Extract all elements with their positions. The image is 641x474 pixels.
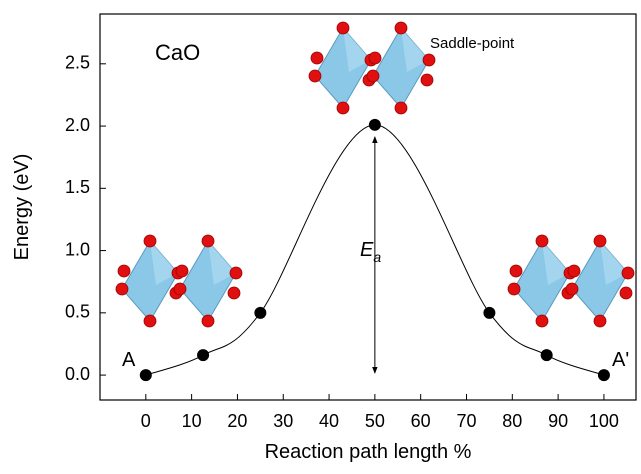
oxygen-atom [536, 235, 548, 247]
data-point [197, 349, 209, 361]
y-tick-label: 1.0 [65, 239, 90, 259]
oxygen-atom [144, 315, 156, 327]
data-point [541, 349, 553, 361]
oxygen-atom [594, 315, 606, 327]
y-tick-label: 2.5 [65, 53, 90, 73]
material-label: CaO [155, 40, 200, 65]
y-tick-label: 1.5 [65, 177, 90, 197]
oxygen-atom [536, 315, 548, 327]
oxygen-atom [337, 22, 349, 34]
oxygen-atom [174, 283, 186, 295]
octahedron [373, 28, 429, 108]
y-axis-label: Energy (eV) [11, 154, 33, 261]
oxygen-atom [395, 102, 407, 114]
x-tick-label: 40 [319, 411, 339, 431]
oxygen-atom [367, 70, 379, 82]
oxygen-atom [228, 287, 240, 299]
oxygen-atom [337, 102, 349, 114]
oxygen-atom [202, 315, 214, 327]
oxygen-atom [176, 265, 188, 277]
oxygen-atom [622, 267, 634, 279]
x-axis-label: Reaction path length % [265, 441, 472, 463]
data-point [254, 307, 266, 319]
x-tick-label: 70 [456, 411, 476, 431]
chart: Reaction path length % Energy (eV) CaO S… [0, 0, 641, 469]
x-tick-label: 80 [502, 411, 522, 431]
oxygen-atom [568, 265, 580, 277]
octahedron [572, 241, 628, 321]
end-label: A' [612, 349, 629, 371]
saddle-label: Saddle-point [430, 35, 515, 52]
oxygen-atom [395, 22, 407, 34]
octahedron [180, 241, 236, 321]
oxygen-atom [309, 70, 321, 82]
start-label: A [122, 349, 136, 371]
data-point [483, 307, 495, 319]
oxygen-atom [566, 283, 578, 295]
octahedron [122, 241, 178, 321]
oxygen-atom [202, 235, 214, 247]
oxygen-atom [594, 235, 606, 247]
oxygen-atom [510, 265, 522, 277]
oxygen-atom [421, 74, 433, 86]
oxygen-atom [369, 52, 381, 64]
x-tick-label: 90 [548, 411, 568, 431]
oxygen-atom [230, 267, 242, 279]
data-point [140, 369, 152, 381]
octahedron [315, 28, 371, 108]
oxygen-atom [508, 283, 520, 295]
octahedron [514, 241, 570, 321]
x-tick-label: 0 [141, 411, 151, 431]
y-tick-label: 2.0 [65, 115, 90, 135]
x-tick-label: 20 [227, 411, 247, 431]
x-tick-label: 30 [273, 411, 293, 431]
barrier-base: E [360, 239, 374, 261]
x-tick-label: 50 [365, 411, 385, 431]
oxygen-atom [620, 287, 632, 299]
oxygen-atom [423, 54, 435, 66]
barrier-label: Ea [360, 239, 381, 265]
data-point [598, 369, 610, 381]
y-tick-label: 0.0 [65, 364, 90, 384]
plot-frame [100, 14, 636, 400]
oxygen-atom [144, 235, 156, 247]
oxygen-atom [116, 283, 128, 295]
x-tick-label: 10 [182, 411, 202, 431]
y-tick-label: 0.5 [65, 302, 90, 322]
data-point [369, 119, 381, 131]
oxygen-atom [311, 52, 323, 64]
x-tick-label: 60 [411, 411, 431, 431]
x-tick-label: 100 [589, 411, 619, 431]
oxygen-atom [118, 265, 130, 277]
